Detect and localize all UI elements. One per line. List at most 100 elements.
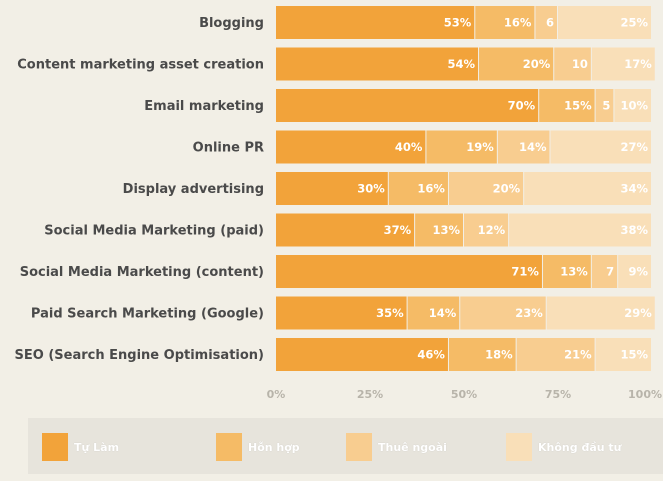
bar-segment: [479, 47, 554, 81]
bar-segment: [595, 338, 651, 371]
data-label: 17%: [624, 57, 652, 71]
x-tick-label: 25%: [357, 388, 383, 401]
bar-segment: [448, 172, 524, 205]
data-label: 12%: [478, 223, 506, 237]
x-tick-label: 0%: [267, 388, 286, 401]
legend-label: Tự Làm: [74, 440, 120, 454]
category-label: Blogging: [199, 16, 264, 31]
bar-segment: [388, 172, 448, 205]
data-label: 14%: [429, 306, 457, 320]
data-label: 38%: [620, 223, 648, 237]
data-label: 71%: [511, 265, 539, 279]
bar-segment: [276, 338, 448, 371]
data-label: 15%: [620, 348, 648, 362]
legend-item-hon-hop: Hỗn hợp: [216, 431, 300, 463]
data-label: 15%: [564, 99, 592, 113]
data-label: 54%: [448, 57, 476, 71]
legend-swatch-tu-lam: [42, 433, 68, 461]
data-label: 23%: [515, 306, 543, 320]
bar-segment: [558, 6, 651, 39]
bar-segment: [591, 47, 655, 81]
stacked-bar-chart: Blogging 53% 16% 6 25% Content marketing asse…: [15, 6, 662, 401]
data-label: 30%: [357, 182, 385, 196]
legend-label: Thuê ngoài: [378, 440, 447, 454]
bar-segment: [475, 6, 535, 39]
legend-label: Không đầu tư: [538, 440, 622, 454]
category-label: Paid Search Marketing (Google): [31, 307, 264, 322]
legend: Tự Làm Hỗn hợp Thuê ngoài Không đầu tư: [28, 418, 663, 474]
legend-item-khong-dau-tu: Không đầu tư: [506, 431, 622, 463]
bar-segment: [460, 296, 546, 330]
data-label: 70%: [508, 99, 536, 113]
category-label: SEO (Search Engine Optimisation): [15, 348, 264, 363]
bar-segment: [276, 47, 479, 81]
bar-segment: [516, 338, 595, 371]
x-tick-label: 100%: [628, 388, 662, 401]
bar-segment: [407, 296, 460, 330]
legend-swatch-hon-hop: [216, 433, 242, 461]
data-label: 53%: [444, 16, 472, 30]
data-label: 13%: [560, 265, 588, 279]
bar-segment: [276, 213, 415, 247]
x-tick-label: 75%: [545, 388, 571, 401]
legend-swatch-khong-dau-tu: [506, 433, 532, 461]
data-label: 25%: [620, 16, 648, 30]
legend-swatch-thue-ngoai: [346, 433, 372, 461]
data-label: 10%: [620, 99, 648, 113]
bar-segment: [595, 89, 614, 122]
category-label: Online PR: [193, 141, 264, 156]
bar-segment: [618, 255, 651, 288]
data-label: 37%: [384, 223, 412, 237]
bar-segment: [464, 213, 509, 247]
data-label: 20%: [493, 182, 521, 196]
category-label: Email marketing: [144, 99, 264, 114]
data-label: 9%: [628, 265, 648, 279]
bar-segment: [542, 255, 591, 288]
x-tick-label: 50%: [451, 388, 477, 401]
bar-segment: [554, 47, 591, 81]
bar-segment: [535, 6, 557, 39]
bar-segment: [276, 172, 388, 205]
category-label: Social Media Marketing (content): [20, 265, 264, 280]
legend-label: Hỗn hợp: [248, 440, 300, 454]
bar-segment: [276, 255, 542, 288]
bar-segment: [415, 213, 463, 247]
legend-item-tu-lam: Tự Làm: [42, 431, 119, 463]
bar-segment: [497, 130, 550, 164]
bar-segment: [276, 296, 407, 330]
data-label: 13%: [432, 223, 460, 237]
data-label: 18%: [485, 348, 513, 362]
bar-segment: [550, 130, 651, 164]
bar-segment: [591, 255, 618, 288]
category-label: Display advertising: [123, 182, 264, 197]
data-label: 35%: [376, 306, 404, 320]
data-label: 19%: [466, 140, 494, 154]
bar-segment: [276, 130, 426, 164]
category-label: Social Media Marketing (paid): [44, 224, 264, 239]
data-label: 14%: [519, 140, 547, 154]
bar-segment: [276, 6, 475, 39]
data-label: 40%: [395, 140, 423, 154]
data-label: 21%: [564, 348, 592, 362]
data-label: 7: [606, 265, 614, 279]
data-label: 10: [572, 57, 588, 71]
bar-segment: [509, 213, 651, 247]
category-label: Content marketing asset creation: [17, 58, 264, 73]
data-label: 29%: [624, 306, 652, 320]
data-label: 16%: [417, 182, 445, 196]
data-label: 20%: [523, 57, 551, 71]
bar-segment: [448, 338, 516, 371]
bar-segment: [539, 89, 595, 122]
data-label: 16%: [504, 16, 532, 30]
legend-item-thue-ngoai: Thuê ngoài: [346, 431, 447, 463]
bar-segment: [276, 89, 539, 122]
bar-segment: [524, 172, 651, 205]
data-label: 34%: [620, 182, 648, 196]
data-label: 46%: [417, 348, 445, 362]
data-label: 27%: [620, 140, 648, 154]
bar-segment: [546, 296, 655, 330]
bar-segment: [426, 130, 497, 164]
data-label: 5: [602, 99, 610, 113]
bar-segment: [614, 89, 651, 122]
data-label: 6: [546, 16, 554, 30]
